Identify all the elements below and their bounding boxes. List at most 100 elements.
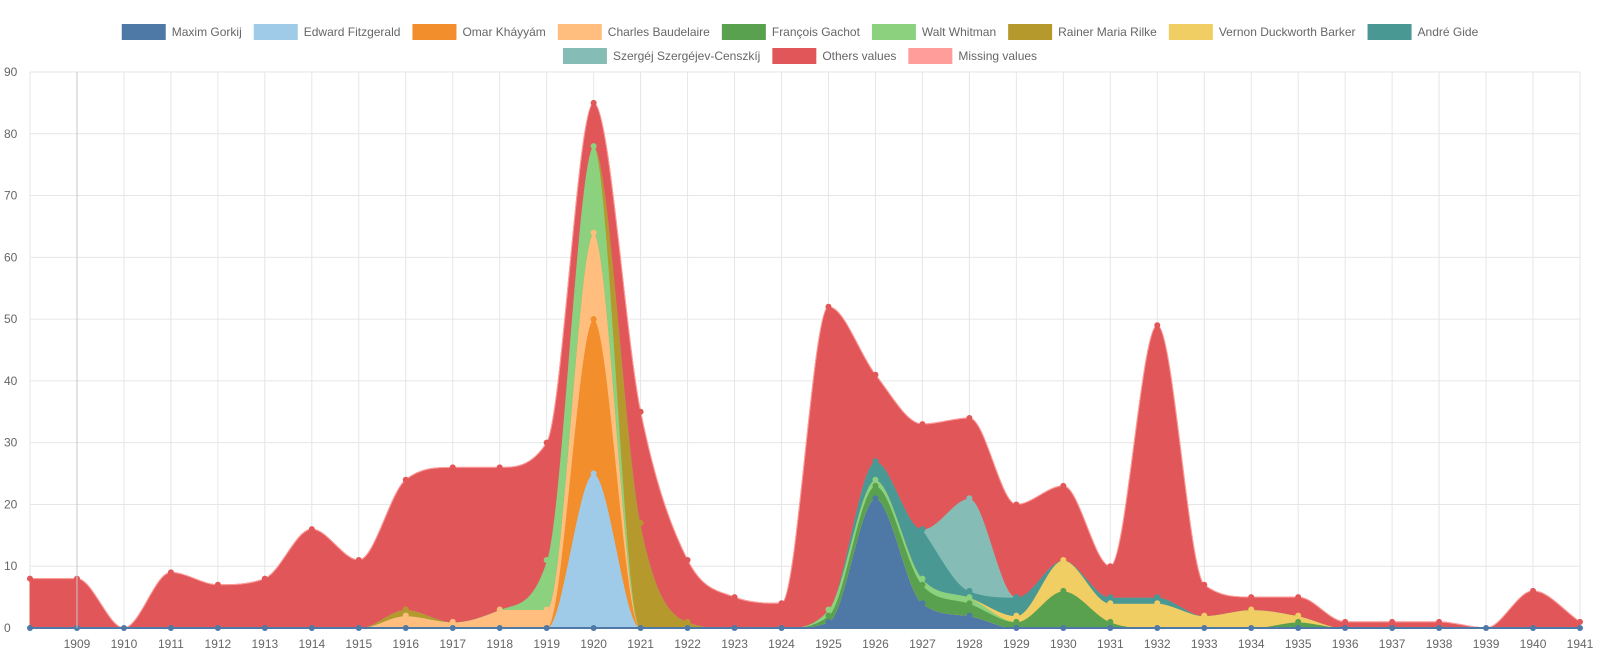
legend-swatch [871, 24, 916, 40]
legend-item-charles-baudelaire[interactable]: Charles Baudelaire [557, 24, 710, 40]
data-point-francois-gachot[interactable] [1295, 618, 1302, 625]
data-point-others-values[interactable] [1436, 618, 1443, 625]
data-point-walt-whitman[interactable] [966, 594, 973, 601]
data-point-others-values[interactable] [261, 575, 268, 582]
data-point-others-values[interactable] [27, 575, 33, 582]
data-point-francois-gachot[interactable] [872, 482, 879, 489]
data-point-others-values[interactable] [1342, 618, 1349, 625]
data-point-rainer-maria-rilke[interactable] [637, 519, 644, 526]
area-others-values [29, 102, 1581, 629]
data-point-others-values[interactable] [355, 557, 362, 564]
legend-item-andre-gide[interactable]: André Gide [1367, 24, 1479, 40]
data-point-charles-baudelaire[interactable] [543, 606, 550, 613]
data-point-charles-baudelaire[interactable] [402, 612, 409, 619]
data-point-francois-gachot[interactable] [1013, 618, 1020, 625]
legend-item-rainer-maria-rilke[interactable]: Rainer Maria Rilke [1008, 24, 1157, 40]
x-tick-label: 1921 [627, 637, 654, 651]
data-point-others-values[interactable] [214, 581, 221, 588]
data-point-francois-gachot[interactable] [966, 600, 973, 607]
data-point-others-values[interactable] [496, 464, 503, 471]
data-point-rainer-maria-rilke[interactable] [684, 618, 691, 625]
legend-item-missing-values[interactable]: Missing values [908, 48, 1037, 64]
data-point-maxim-gorkij[interactable] [919, 600, 926, 607]
data-point-others-values[interactable] [167, 569, 174, 576]
data-point-vernon-duckworth-barker[interactable] [1154, 600, 1161, 607]
data-point-others-values[interactable] [966, 414, 973, 421]
data-point-francois-gachot[interactable] [825, 612, 832, 619]
data-point-others-values[interactable] [825, 303, 832, 310]
legend-item-maxim-gorkij[interactable]: Maxim Gorkij [121, 24, 242, 40]
data-point-andre-gide[interactable] [1107, 594, 1114, 601]
x-tick-label: 1910 [111, 637, 138, 651]
data-point-others-values[interactable] [731, 594, 738, 601]
data-point-others-values[interactable] [684, 557, 691, 564]
data-point-walt-whitman[interactable] [825, 606, 832, 613]
data-point-francois-gachot[interactable] [1060, 587, 1067, 594]
data-point-francois-gachot[interactable] [1107, 618, 1114, 625]
legend-item-vernon-duckworth-barker[interactable]: Vernon Duckworth Barker [1168, 24, 1356, 40]
data-point-others-values[interactable] [590, 99, 597, 106]
legend-item-walt-whitman[interactable]: Walt Whitman [871, 24, 996, 40]
data-point-edward-fitzgerald[interactable] [590, 470, 597, 477]
data-point-others-values[interactable] [1154, 322, 1161, 329]
data-point-others-values[interactable] [1577, 618, 1583, 625]
y-tick-label: 50 [4, 312, 18, 326]
data-point-vernon-duckworth-barker[interactable] [1295, 612, 1302, 619]
legend-swatch [908, 48, 953, 64]
data-point-others-values[interactable] [637, 408, 644, 415]
legend-item-omar-khayyam[interactable]: Omar Kháyyám [412, 24, 546, 40]
data-point-walt-whitman[interactable] [590, 143, 597, 150]
data-point-andre-gide[interactable] [1154, 594, 1161, 601]
data-point-omar-khayyam[interactable] [590, 316, 597, 323]
legend-item-francois-gachot[interactable]: François Gachot [721, 24, 861, 40]
data-point-andre-gide[interactable] [966, 587, 973, 594]
data-point-maxim-gorkij[interactable] [966, 612, 973, 619]
data-point-others-values[interactable] [919, 421, 926, 428]
data-point-vernon-duckworth-barker[interactable] [1248, 606, 1255, 613]
data-point-vernon-duckworth-barker[interactable] [1013, 612, 1020, 619]
x-tick-label: 1939 [1473, 637, 1500, 651]
data-point-vernon-duckworth-barker[interactable] [1107, 600, 1114, 607]
data-point-maxim-gorkij[interactable] [825, 618, 832, 625]
data-point-walt-whitman[interactable] [543, 557, 550, 564]
data-point-others-values[interactable] [1295, 594, 1302, 601]
data-point-others-values[interactable] [1107, 563, 1114, 570]
data-point-others-values[interactable] [1201, 581, 1208, 588]
data-point-others-values[interactable] [308, 526, 315, 533]
data-point-others-values[interactable] [1530, 587, 1537, 594]
data-point-charles-baudelaire[interactable] [449, 618, 456, 625]
data-point-others-values[interactable] [778, 600, 785, 607]
data-point-others-values[interactable] [1248, 594, 1255, 601]
x-tick-label: 1931 [1097, 637, 1124, 651]
data-point-walt-whitman[interactable] [872, 476, 879, 483]
data-point-others-values[interactable] [402, 476, 409, 483]
data-point-charles-baudelaire[interactable] [496, 606, 503, 613]
legend-item-edward-fitzgerald[interactable]: Edward Fitzgerald [253, 24, 401, 40]
data-point-rainer-maria-rilke[interactable] [402, 606, 409, 613]
legend-item-szergej-szergejev-censzkij[interactable]: Szergéj Szergéjev-Censzkíj [562, 48, 760, 64]
data-point-walt-whitman[interactable] [919, 575, 926, 582]
data-point-others-values[interactable] [1060, 482, 1067, 489]
data-point-vernon-duckworth-barker[interactable] [1060, 557, 1067, 564]
data-point-andre-gide[interactable] [1013, 594, 1020, 601]
data-point-andre-gide[interactable] [919, 526, 926, 533]
legend-swatch [121, 24, 166, 40]
legend-label: Missing values [958, 49, 1037, 63]
data-point-andre-gide[interactable] [872, 458, 879, 465]
data-point-charles-baudelaire[interactable] [590, 229, 597, 236]
data-point-francois-gachot[interactable] [919, 581, 926, 588]
legend-item-others-values[interactable]: Others values [772, 48, 896, 64]
data-point-maxim-gorkij[interactable] [872, 495, 879, 502]
y-tick-label: 20 [4, 497, 18, 511]
legend-label: Rainer Maria Rilke [1058, 25, 1157, 39]
legend-label: Edward Fitzgerald [304, 25, 401, 39]
data-point-others-values[interactable] [1389, 618, 1396, 625]
data-point-others-values[interactable] [1013, 501, 1020, 508]
data-point-others-values[interactable] [872, 371, 879, 378]
data-point-szergej-szergejev-censzkij[interactable] [966, 495, 973, 502]
data-point-others-values[interactable] [543, 439, 550, 446]
x-tick-label: 1936 [1332, 637, 1359, 651]
data-point-vernon-duckworth-barker[interactable] [1201, 612, 1208, 619]
data-point-others-values[interactable] [449, 464, 456, 471]
